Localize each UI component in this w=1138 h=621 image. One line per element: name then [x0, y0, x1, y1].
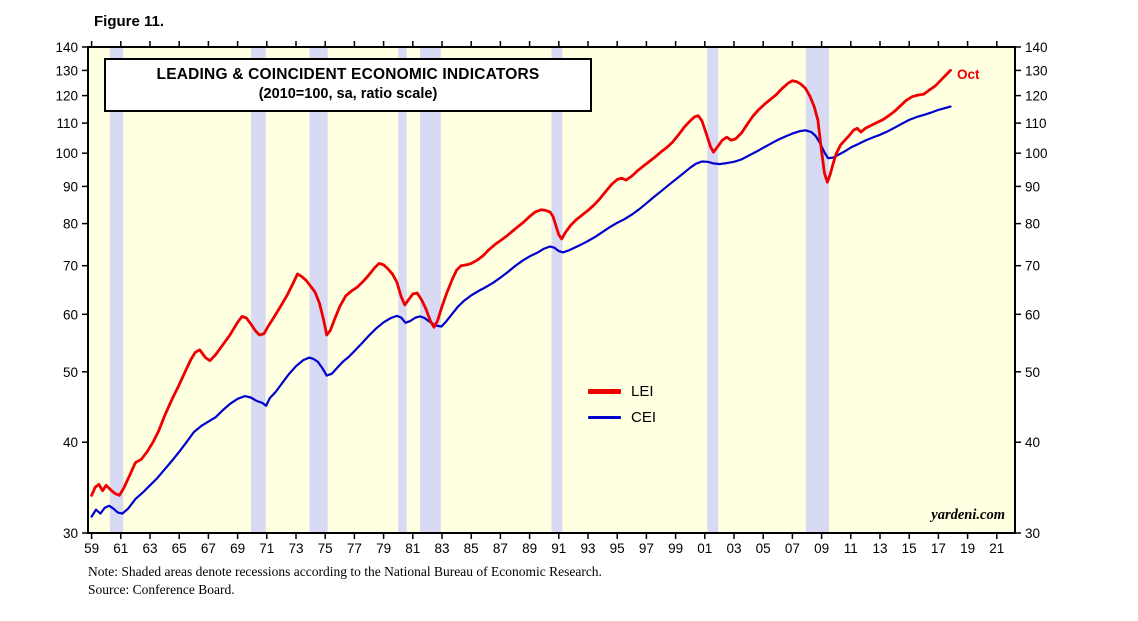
x-axis-label: 65 [172, 541, 187, 556]
x-axis-label: 63 [142, 541, 157, 556]
y-axis-label-right: 90 [1025, 179, 1040, 194]
legend-item-cei: CEI [588, 409, 656, 426]
y-axis-label-right: 50 [1025, 365, 1040, 380]
y-axis-label-left: 60 [63, 307, 78, 322]
recession-band [309, 47, 328, 533]
x-axis-label: 17 [931, 541, 946, 556]
recession-band [251, 47, 266, 533]
y-axis-label-left: 90 [63, 179, 78, 194]
last-point-label: Oct [957, 67, 980, 82]
x-axis-label: 13 [872, 541, 887, 556]
legend: LEI CEI [588, 383, 656, 426]
lei-line-swatch [588, 389, 621, 394]
lei-line [90, 69, 952, 497]
watermark: yardeni.com [931, 507, 1005, 523]
y-axis-label-left: 110 [56, 116, 78, 131]
x-axis-label: 99 [668, 541, 683, 556]
x-axis-label: 81 [405, 541, 420, 556]
recession-band [420, 47, 441, 533]
y-axis-label-left: 130 [55, 63, 78, 78]
y-axis-label-right: 30 [1025, 526, 1040, 541]
x-axis-label: 93 [580, 541, 595, 556]
y-axis-label-right: 110 [1025, 116, 1047, 131]
plot-border [87, 46, 1016, 534]
x-axis-label: 95 [610, 541, 625, 556]
chart-subtitle: (2010=100, sa, ratio scale) [258, 86, 438, 102]
y-axis-label-right: 100 [1025, 146, 1048, 161]
y-axis-label-left: 70 [63, 259, 78, 274]
x-axis-label: 07 [785, 541, 800, 556]
cei-line [90, 105, 952, 518]
x-axis-label: 83 [434, 541, 449, 556]
x-axis-label: 71 [259, 541, 274, 556]
note-line1: Note: Shaded areas denote recessions acc… [88, 564, 602, 579]
x-axis-label: 79 [376, 541, 391, 556]
x-axis-label: 77 [347, 541, 362, 556]
y-axis-label-left: 140 [55, 40, 78, 55]
x-axis-label: 87 [493, 541, 508, 556]
x-axis-label: 01 [697, 541, 712, 556]
legend-label-cei: CEI [631, 409, 657, 426]
x-axis-label: 59 [84, 541, 99, 556]
x-axis-label: 69 [230, 541, 245, 556]
x-axis-label: 91 [551, 541, 566, 556]
y-axis-label-right: 70 [1025, 259, 1040, 274]
cei-line-swatch [588, 416, 621, 419]
y-axis-label-left: 100 [55, 146, 78, 161]
x-axis-label: 73 [288, 541, 303, 556]
x-axis-label: 03 [726, 541, 741, 556]
x-axis-label: 89 [522, 541, 537, 556]
note-text: Note: Shaded areas denote recessions acc… [88, 563, 602, 598]
recession-band [398, 47, 407, 533]
x-axis-label: 61 [113, 541, 128, 556]
legend-item-lei: LEI [588, 383, 656, 400]
x-axis-label: 97 [639, 541, 654, 556]
y-axis-label-left: 40 [63, 435, 78, 450]
y-axis-label-right: 60 [1025, 307, 1040, 322]
recession-band [109, 47, 124, 533]
recession-band [551, 47, 563, 533]
x-axis-label: 85 [464, 541, 479, 556]
y-axis-label-left: 30 [63, 526, 78, 541]
y-axis-label-right: 120 [1025, 89, 1048, 104]
recession-band [707, 47, 719, 533]
legend-label-lei: LEI [631, 383, 654, 400]
x-axis-label: 05 [756, 541, 771, 556]
y-axis-label-right: 140 [1025, 40, 1048, 55]
y-axis-label-right: 80 [1025, 217, 1040, 232]
y-axis-label-left: 50 [63, 365, 78, 380]
y-axis-label-right: 40 [1025, 435, 1040, 450]
x-axis-label: 15 [902, 541, 917, 556]
x-axis-label: 09 [814, 541, 829, 556]
chart-title-box: LEADING & COINCIDENT ECONOMIC INDICATORS… [104, 58, 592, 112]
y-axis-label-right: 130 [1025, 63, 1048, 78]
chart-title: LEADING & COINCIDENT ECONOMIC INDICATORS [156, 66, 540, 83]
x-axis-label: 75 [318, 541, 333, 556]
y-axis-label-left: 120 [55, 89, 78, 104]
x-axis-label: 67 [201, 541, 216, 556]
x-axis-label: 11 [844, 541, 858, 556]
x-axis-label: 21 [989, 541, 1004, 556]
y-axis-label-left: 80 [63, 217, 78, 232]
note-line2: Source: Conference Board. [88, 581, 235, 597]
figure-label: Figure 11. [94, 13, 165, 30]
x-axis-label: 19 [960, 541, 975, 556]
